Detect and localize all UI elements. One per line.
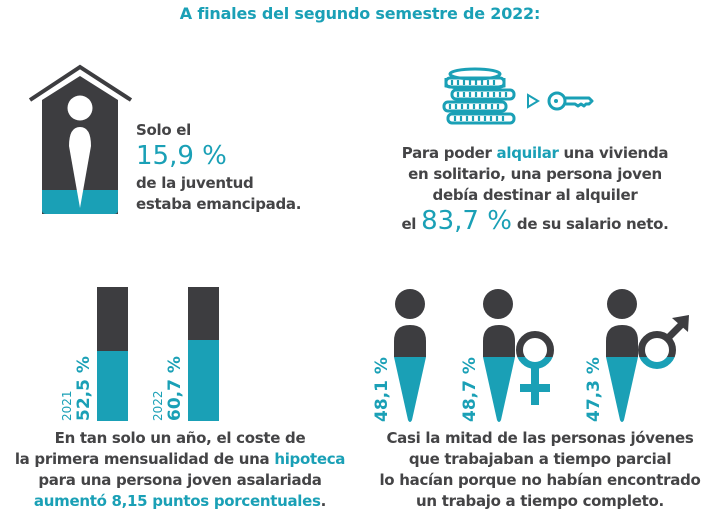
person-label-female: 48,7 % bbox=[460, 357, 480, 422]
emancipation-value: 15,9 % bbox=[136, 141, 227, 171]
mortgage-text: En tan solo un año, el coste de la prime… bbox=[0, 428, 360, 512]
rent-line4-pre: el bbox=[401, 215, 422, 233]
arrow-right-icon bbox=[527, 93, 540, 109]
mortgage-line2-pre: la primera mensualidad de una bbox=[14, 450, 275, 468]
person-icon bbox=[394, 289, 426, 422]
parttime-text: Casi la mitad de las personas jóvenes qu… bbox=[360, 428, 720, 512]
rent-text: Para poder alquilar una vivienda en soli… bbox=[385, 143, 685, 239]
bar-year-2022: 2022 bbox=[151, 390, 165, 421]
parttime-line4: un trabajo a tiempo completo. bbox=[416, 492, 664, 510]
mortgage-highlight: hipoteca bbox=[274, 450, 346, 468]
rent-line1-post: una vivienda bbox=[558, 144, 669, 162]
bar-label-2022: 2022 60,7 % bbox=[151, 356, 185, 421]
parttime-line3: lo hacían porque no habían encontrado bbox=[379, 471, 701, 489]
key-icon bbox=[547, 91, 594, 111]
bar-label-2021: 2021 52,5 % bbox=[60, 356, 94, 421]
mortgage-line3: para una persona joven asalariada bbox=[38, 471, 322, 489]
person-value-male: 47,3 % bbox=[584, 357, 604, 422]
rent-highlight: alquilar bbox=[496, 144, 559, 162]
person-label-all: 48,1 % bbox=[372, 357, 392, 422]
person-value-all: 48,1 % bbox=[372, 357, 392, 422]
person-label-male: 47,3 % bbox=[584, 357, 604, 422]
emancipation-line3: de la juventud bbox=[136, 174, 254, 192]
emancipation-line4: estaba emancipada. bbox=[136, 195, 302, 213]
bar-2021-value bbox=[97, 351, 128, 421]
parttime-line2: que trabajaban a tiempo parcial bbox=[408, 450, 672, 468]
rent-line2: en solitario, una persona joven bbox=[408, 165, 662, 183]
coin-stack-icon bbox=[442, 67, 516, 125]
bar-year-2021: 2021 bbox=[60, 390, 74, 421]
mortgage-chart bbox=[97, 287, 219, 421]
house-person-icon bbox=[28, 64, 133, 214]
bar-value-2021: 52,5 % bbox=[74, 356, 94, 421]
person-value-female: 48,7 % bbox=[460, 357, 480, 422]
mortgage-line1: En tan solo un año, el coste de bbox=[54, 429, 306, 447]
emancipation-line1: Solo el bbox=[136, 121, 191, 139]
rent-line3: debía destinar al alquiler bbox=[432, 186, 638, 204]
page-title: A finales del segundo semestre de 2022: bbox=[179, 4, 541, 23]
emancipation-text: Solo el 15,9 % de la juventud estaba ema… bbox=[136, 120, 301, 215]
bar-value-2022: 60,7 % bbox=[165, 356, 185, 421]
rent-line4-post: de su salario neto. bbox=[511, 215, 669, 233]
female-symbol-icon bbox=[483, 289, 554, 422]
male-symbol-icon bbox=[606, 289, 689, 422]
mortgage-line4-post: . bbox=[320, 492, 327, 510]
mortgage-line4-highlight: aumentó 8,15 puntos porcentuales bbox=[33, 492, 321, 510]
rent-value: 83,7 % bbox=[421, 206, 512, 236]
bar-2022-value bbox=[188, 340, 219, 421]
parttime-line1: Casi la mitad de las personas jóvenes bbox=[386, 429, 694, 447]
rent-line1-pre: Para poder bbox=[401, 144, 497, 162]
